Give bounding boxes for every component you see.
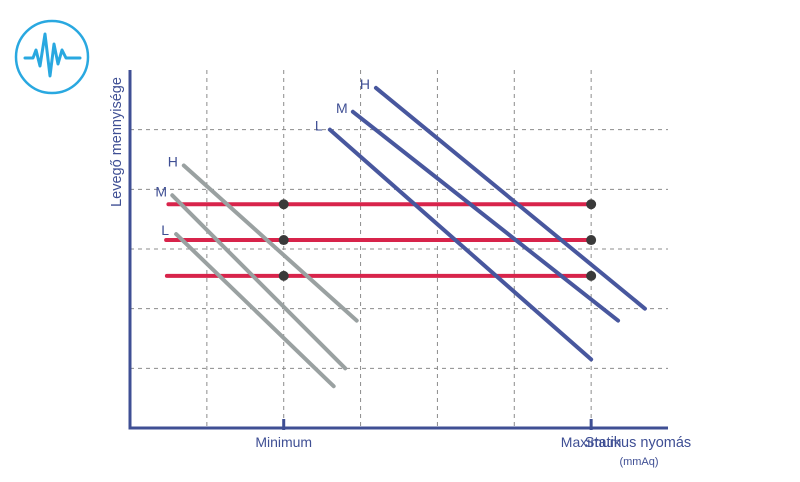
operating-point <box>278 199 289 210</box>
min-curve-label-m: M <box>155 183 167 199</box>
max-curve-label-m: M <box>336 100 348 116</box>
max-curve-label-l: L <box>315 118 323 134</box>
heartbeat-pulse-icon <box>23 32 82 78</box>
min-curve-label-h: H <box>168 153 178 169</box>
min-curve-h <box>181 163 359 323</box>
operating-point <box>586 235 597 246</box>
y-axis-label: Levegő mennyisége <box>109 77 125 207</box>
x-marker-label-minimum: Minimum <box>255 434 312 450</box>
operating-point <box>586 199 597 210</box>
x-axis-label: Statikus nyomás <box>585 435 691 451</box>
operating-points <box>278 199 597 281</box>
max-curve-l <box>327 127 594 362</box>
operating-point <box>278 235 289 246</box>
x-axis-unit: (mmAq) <box>619 456 658 468</box>
max-curve-label-h: H <box>360 76 370 92</box>
operating-point <box>586 270 597 281</box>
logo-circle <box>14 19 90 95</box>
grid <box>130 70 668 428</box>
operating-ranges <box>164 202 592 278</box>
operating-point <box>278 270 289 281</box>
max-curve-m <box>350 109 621 323</box>
max-curve-h <box>373 85 647 311</box>
x-marker-label-maximum: Maximum <box>561 434 622 450</box>
axes <box>128 70 668 430</box>
min-curve-l <box>174 232 336 389</box>
min-curve-label-l: L <box>161 222 169 238</box>
logo <box>14 19 90 95</box>
min-curve-m <box>170 193 348 371</box>
